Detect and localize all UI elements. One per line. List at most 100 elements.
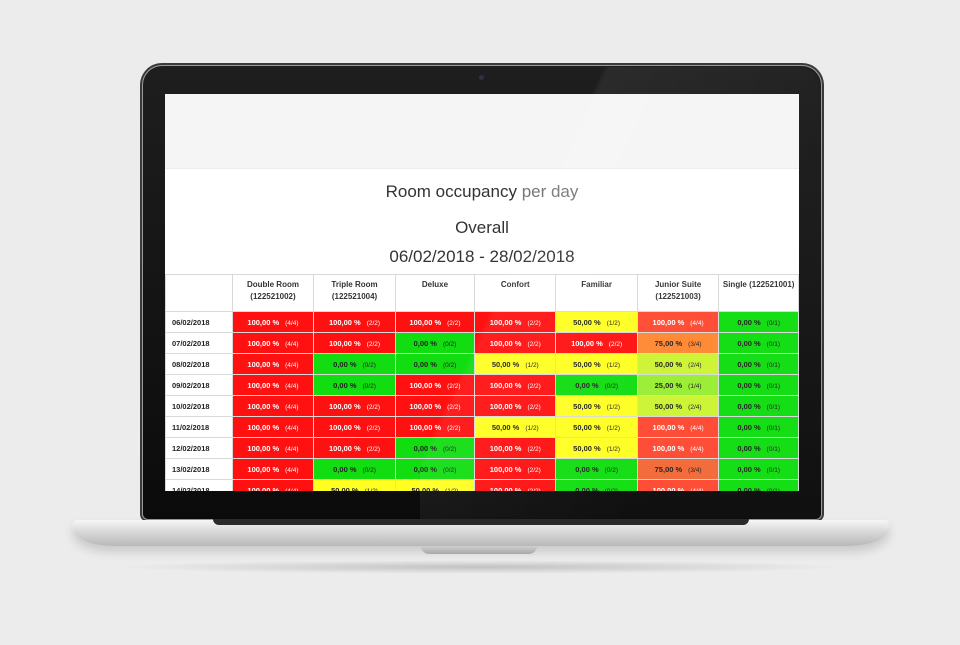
occupancy-percent: 100,00 % bbox=[247, 338, 280, 348]
occupancy-count: (1/2) bbox=[606, 403, 621, 411]
row-date: 10/02/2018 bbox=[165, 395, 233, 417]
occupancy-percent: 50,00 % bbox=[654, 359, 683, 369]
header-room-4: Familiar bbox=[555, 274, 638, 312]
occupancy-cell: 0,00 % (0/1) bbox=[718, 374, 799, 396]
occupancy-cell: 0,00 % (0/1) bbox=[718, 416, 799, 438]
occupancy-count: (0/1) bbox=[766, 382, 781, 390]
table-row: 08/02/2018 100,00 % (4/4) 0,00 % (0/2) 0,00 %… bbox=[165, 353, 799, 375]
occupancy-cell: 0,00 % (0/1) bbox=[718, 332, 799, 354]
occupancy-cell: 100,00 % (2/2) bbox=[474, 332, 557, 354]
occupancy-count: (4/4) bbox=[285, 403, 299, 411]
occupancy-cell: 0,00 % (0/2) bbox=[555, 479, 638, 492]
header-room-3: Confort bbox=[474, 274, 557, 312]
occupancy-percent: 50,00 % bbox=[573, 401, 601, 411]
occupancy-cell: 0,00 % (0/2) bbox=[313, 458, 396, 480]
occupancy-count: (0/2) bbox=[442, 340, 457, 348]
occupancy-cell: 100,00 % (4/4) bbox=[231, 458, 315, 480]
occupancy-percent: 100,00 % bbox=[489, 317, 522, 327]
occupancy-percent: 0,00 % bbox=[737, 464, 761, 474]
occupancy-count: (4/4) bbox=[285, 361, 299, 369]
camera-icon bbox=[479, 75, 484, 80]
table-row: 07/02/2018 100,00 % (4/4) 100,00 % (2/2) 0,00… bbox=[165, 332, 799, 354]
table-row: 13/02/2018 100,00 % (4/4) 0,00 % (0/2) 0,00 %… bbox=[165, 458, 799, 480]
occupancy-cell: 100,00 % (4/4) bbox=[231, 332, 315, 354]
occupancy-cell: 75,00 % (3/4) bbox=[636, 458, 720, 480]
row-date: 12/02/2018 bbox=[165, 437, 233, 459]
occupancy-count: (4/4) bbox=[285, 424, 299, 432]
occupancy-table: Double Room (122521002) Triple Room (122521… bbox=[165, 274, 799, 491]
occupancy-percent: 100,00 % bbox=[409, 317, 442, 327]
table-body: 06/02/2018 100,00 % (4/4) 100,00 % (2/2) 100,… bbox=[165, 311, 799, 492]
occupancy-cell: 100,00 % (2/2) bbox=[474, 458, 557, 480]
occupancy-count: (1/2) bbox=[445, 487, 459, 492]
occupancy-cell: 100,00 % (2/2) bbox=[474, 395, 557, 417]
occupancy-count: (0/2) bbox=[442, 466, 457, 474]
occupancy-percent: 100,00 % bbox=[409, 422, 442, 432]
row-date: 07/02/2018 bbox=[165, 332, 233, 354]
occupancy-cell: 100,00 % (2/2) bbox=[313, 395, 396, 417]
occupancy-count: (1/2) bbox=[606, 361, 621, 369]
occupancy-count: (1/2) bbox=[525, 361, 539, 369]
occupancy-count: (0/1) bbox=[766, 487, 781, 492]
occupancy-count: (2/2) bbox=[527, 403, 541, 411]
occupancy-percent: 50,00 % bbox=[491, 422, 520, 432]
occupancy-cell: 100,00 % (2/2) bbox=[474, 374, 557, 396]
occupancy-percent: 100,00 % bbox=[652, 422, 685, 432]
header-room-name: Confort bbox=[500, 280, 530, 289]
occupancy-count: (0/2) bbox=[604, 466, 618, 474]
occupancy-count: (4/4) bbox=[285, 319, 299, 327]
row-date: 11/02/2018 bbox=[165, 416, 233, 438]
occupancy-cell: 50,00 % (1/2) bbox=[555, 353, 638, 375]
occupancy-cell: 100,00 % (4/4) bbox=[231, 311, 315, 333]
occupancy-cell: 100,00 % (2/2) bbox=[394, 416, 476, 438]
header-room-name: Single (122521001) bbox=[722, 280, 795, 289]
occupancy-percent: 0,00 % bbox=[737, 422, 761, 432]
occupancy-cell: 25,00 % (1/4) bbox=[636, 374, 720, 396]
occupancy-cell: 0,00 % (0/1) bbox=[718, 458, 799, 480]
occupancy-count: (2/2) bbox=[447, 319, 461, 327]
occupancy-percent: 50,00 % bbox=[411, 485, 440, 492]
occupancy-count: (4/4) bbox=[285, 487, 299, 492]
occupancy-percent: 50,00 % bbox=[573, 443, 601, 453]
table-row: 09/02/2018 100,00 % (4/4) 0,00 % (0/2) 100,00… bbox=[165, 374, 799, 396]
occupancy-count: (1/2) bbox=[364, 487, 378, 492]
occupancy-cell: 75,00 % (3/4) bbox=[636, 332, 720, 354]
occupancy-cell: 50,00 % (2/4) bbox=[636, 395, 720, 417]
header-room-name: Double Room bbox=[246, 280, 299, 289]
occupancy-cell: 100,00 % (2/2) bbox=[394, 311, 476, 333]
occupancy-count: (3/4) bbox=[688, 466, 702, 474]
occupancy-percent: 0,00 % bbox=[737, 359, 761, 369]
occupancy-percent: 50,00 % bbox=[654, 401, 683, 411]
occupancy-cell: 100,00 % (2/2) bbox=[394, 374, 476, 396]
occupancy-count: (2/4) bbox=[688, 361, 702, 369]
row-date: 14/02/2018 bbox=[165, 479, 233, 491]
occupancy-percent: 0,00 % bbox=[333, 380, 357, 390]
occupancy-percent: 75,00 % bbox=[654, 464, 683, 474]
page-title: Room occupancy per day bbox=[165, 182, 799, 202]
occupancy-cell: 100,00 % (2/2) bbox=[313, 416, 396, 438]
occupancy-cell: 100,00 % (4/4) bbox=[636, 437, 720, 459]
occupancy-percent: 100,00 % bbox=[489, 380, 522, 390]
header-room-0: Double Room (122521002) bbox=[231, 274, 315, 312]
occupancy-cell: 50,00 % (1/2) bbox=[555, 311, 638, 333]
page-header-area bbox=[165, 94, 799, 169]
occupancy-cell: 100,00 % (4/4) bbox=[231, 479, 315, 492]
occupancy-cell: 0,00 % (0/2) bbox=[394, 437, 476, 459]
occupancy-count: (2/4) bbox=[688, 403, 702, 411]
occupancy-count: (2/2) bbox=[447, 382, 461, 390]
occupancy-count: (2/2) bbox=[366, 340, 381, 348]
occupancy-count: (2/2) bbox=[366, 319, 381, 327]
occupancy-percent: 0,00 % bbox=[737, 485, 761, 492]
laptop-shadow bbox=[110, 560, 850, 574]
occupancy-cell: 0,00 % (0/2) bbox=[394, 458, 476, 480]
occupancy-count: (0/2) bbox=[604, 487, 618, 492]
laptop-notch bbox=[421, 546, 537, 554]
row-date: 13/02/2018 bbox=[165, 458, 233, 480]
occupancy-cell: 0,00 % (0/1) bbox=[718, 395, 799, 417]
occupancy-cell: 100,00 % (4/4) bbox=[231, 416, 315, 438]
occupancy-count: (0/2) bbox=[442, 445, 457, 453]
screen: Room occupancy per day Overall 06/02/201… bbox=[165, 94, 799, 491]
occupancy-percent: 0,00 % bbox=[575, 485, 599, 492]
occupancy-count: (0/1) bbox=[766, 445, 781, 453]
occupancy-percent: 100,00 % bbox=[409, 380, 442, 390]
